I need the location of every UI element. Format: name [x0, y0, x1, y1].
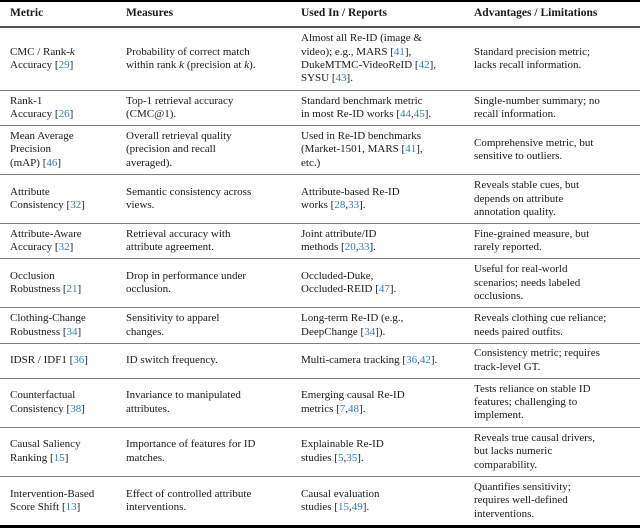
table-row: Attribute-Aware Accuracy [32] Retrieval a…	[0, 223, 640, 259]
cell-advantages: Tests reliance on stable ID features; ch…	[464, 377, 640, 428]
cell-measures: Top-1 retrieval accuracy (CMC@1).	[116, 90, 291, 126]
column-header-advantages: Advantages / Limitations	[464, 1, 640, 28]
citation-link[interactable]: 41	[393, 45, 405, 58]
column-header-metric: Metric	[0, 1, 116, 28]
cell-measures: Importance of features for ID matches.	[116, 426, 291, 477]
citation-link[interactable]: 15	[337, 500, 349, 513]
citation-link[interactable]: 49	[351, 500, 363, 513]
citation-link[interactable]: 32	[58, 241, 70, 254]
cell-used-in: Occluded-Duke, Occluded-REID [47].	[291, 258, 464, 308]
citation-link[interactable]: 42	[418, 59, 430, 71]
cell-used-in: Long-term Re-ID (e.g., DeepChange [34]).	[291, 307, 464, 344]
citation-link[interactable]: 20	[344, 241, 356, 254]
citation-link[interactable]: 45	[413, 108, 425, 121]
cell-metric: Attribute-Aware Accuracy [32]	[0, 223, 116, 259]
table-row: Counterfactual Consistency [38] Invarianc…	[0, 377, 640, 428]
citation-link[interactable]: 34	[364, 325, 376, 338]
table-row: Causal Saliency Ranking [15] Importance o…	[0, 426, 640, 477]
column-header-used-in: Used In / Reports	[291, 1, 464, 28]
citation-link[interactable]: 36	[406, 353, 418, 366]
citation-link[interactable]: 36	[73, 353, 85, 366]
cell-metric: Rank-1 Accuracy [26]	[0, 90, 116, 126]
cell-metric: IDSR / IDF1 [36]	[0, 342, 116, 379]
table-row: Mean Average Precision (mAP) [46] Overall…	[0, 125, 640, 175]
citation-link[interactable]: 33	[348, 199, 360, 212]
cell-metric: CMC / Rank-k Accuracy [29]	[10, 45, 75, 71]
citation-link[interactable]: 41	[405, 143, 417, 156]
cell-used-in: Attribute-based Re-ID works [28,33].	[291, 174, 464, 224]
cell-metric: Mean Average Precision (mAP) [46]	[0, 125, 116, 175]
cell-used-in: Joint attribute/ID methods [20,33].	[291, 223, 464, 259]
cell-measures: Semantic consistency across views.	[116, 174, 291, 224]
citation-link[interactable]: 28	[334, 199, 346, 212]
citation-link[interactable]: 44	[400, 108, 411, 121]
cell-measures: ID switch frequency.	[116, 342, 291, 379]
cell-metric: Occlusion Robustness [21]	[0, 258, 116, 308]
table-row: Rank-1 Accuracy [26] Top-1 retrieval accu…	[0, 90, 640, 126]
citation-link[interactable]: 43	[335, 72, 347, 85]
citation-link[interactable]: 32	[70, 199, 82, 212]
table-row: Attribute Consistency [32] Semantic consi…	[0, 174, 640, 224]
cell-used-in: Multi-camera tracking [36,42].	[291, 342, 464, 379]
table-row: Occlusion Robustness [21] Drop in perform…	[0, 258, 640, 308]
header-row: Metric Measures Used In / Reports Advant…	[0, 1, 640, 28]
citation-link[interactable]: 35	[346, 451, 358, 464]
column-header-measures: Measures	[116, 1, 291, 28]
cell-used-in: Explainable Re-ID studies [5,35].	[291, 426, 464, 477]
table-row: CMC / Rank-k Accuracy [29] Probability of…	[0, 27, 640, 91]
cell-used-in: Used in Re-ID benchmarks (Market-1501, M…	[291, 125, 464, 175]
citation-link[interactable]: 48	[348, 402, 360, 415]
cell-metric: Causal Saliency Ranking [15]	[0, 426, 116, 477]
cell-advantages: Reveals true causal drivers, but lacks n…	[464, 426, 640, 477]
cell-advantages: Quantifies sensitivity; requires well-de…	[464, 475, 640, 527]
citation-link[interactable]: 46	[46, 156, 58, 169]
citation-link[interactable]: 47	[378, 283, 390, 296]
cell-metric: Attribute Consistency [32]	[0, 174, 116, 224]
cell-advantages: Fine-grained measure, but rarely reporte…	[464, 223, 640, 259]
cell-metric: Clothing-Change Robustness [34]	[0, 307, 116, 344]
citation-link[interactable]: 38	[70, 402, 82, 415]
table-body: CMC / Rank-k Accuracy [29] Probability of…	[0, 27, 640, 527]
cell-measures: Retrieval accuracy with attribute agreem…	[116, 223, 291, 259]
cell-used-in: Almost all Re-ID (image & video); e.g., …	[301, 32, 436, 85]
cell-measures: Drop in performance under occlusion.	[116, 258, 291, 308]
cell-measures: Overall retrieval quality (precision and…	[116, 125, 291, 175]
cell-measures: Invariance to manipulated attributes.	[116, 377, 291, 428]
cell-advantages: Useful for real-world scenarios; needs l…	[464, 258, 640, 308]
citation-link[interactable]: 13	[65, 500, 77, 513]
table-row: IDSR / IDF1 [36] ID switch frequency. Mult…	[0, 342, 640, 379]
citation-link[interactable]: 33	[358, 241, 370, 254]
cell-advantages: Reveals stable cues, but depends on attr…	[464, 174, 640, 224]
citation-link[interactable]: 7	[339, 402, 346, 415]
cell-advantages: Standard precision metric; lacks recall …	[474, 45, 591, 71]
cell-advantages: Reveals clothing cue reliance; needs pai…	[464, 307, 640, 344]
cell-used-in: Emerging causal Re-ID metrics [7,48].	[291, 377, 464, 428]
cell-used-in: Standard benchmark metric in most Re-ID …	[291, 90, 464, 126]
citation-link[interactable]: 42	[419, 353, 431, 366]
cell-measures: Effect of controlled attribute intervent…	[116, 475, 291, 527]
cell-used-in: Causal evaluation studies [15,49].	[291, 475, 464, 527]
cell-measures: Probability of correct match within rank…	[126, 45, 256, 71]
citation-link[interactable]: 21	[66, 283, 78, 296]
table-row: Clothing-Change Robustness [34] Sensitivi…	[0, 307, 640, 344]
citation-link[interactable]: 26	[58, 108, 70, 121]
cell-metric: Counterfactual Consistency [38]	[0, 377, 116, 428]
citation-link[interactable]: 15	[53, 451, 65, 464]
cell-measures: Sensitivity to apparel changes.	[116, 307, 291, 344]
table-row: Intervention-Based Score Shift [13] Effec…	[0, 475, 640, 527]
cell-metric: Intervention-Based Score Shift [13]	[0, 475, 116, 527]
cell-advantages: Consistency metric; requires track-level…	[464, 342, 640, 379]
citation-link[interactable]: 34	[66, 325, 78, 338]
cell-advantages: Comprehensive metric, but sensitive to o…	[464, 125, 640, 175]
table-header: Metric Measures Used In / Reports Advant…	[0, 1, 640, 28]
citation-link[interactable]: 5	[337, 451, 344, 464]
citation-link[interactable]: 29	[58, 59, 70, 71]
cell-advantages: Single-number summary; no recall informa…	[464, 90, 640, 126]
